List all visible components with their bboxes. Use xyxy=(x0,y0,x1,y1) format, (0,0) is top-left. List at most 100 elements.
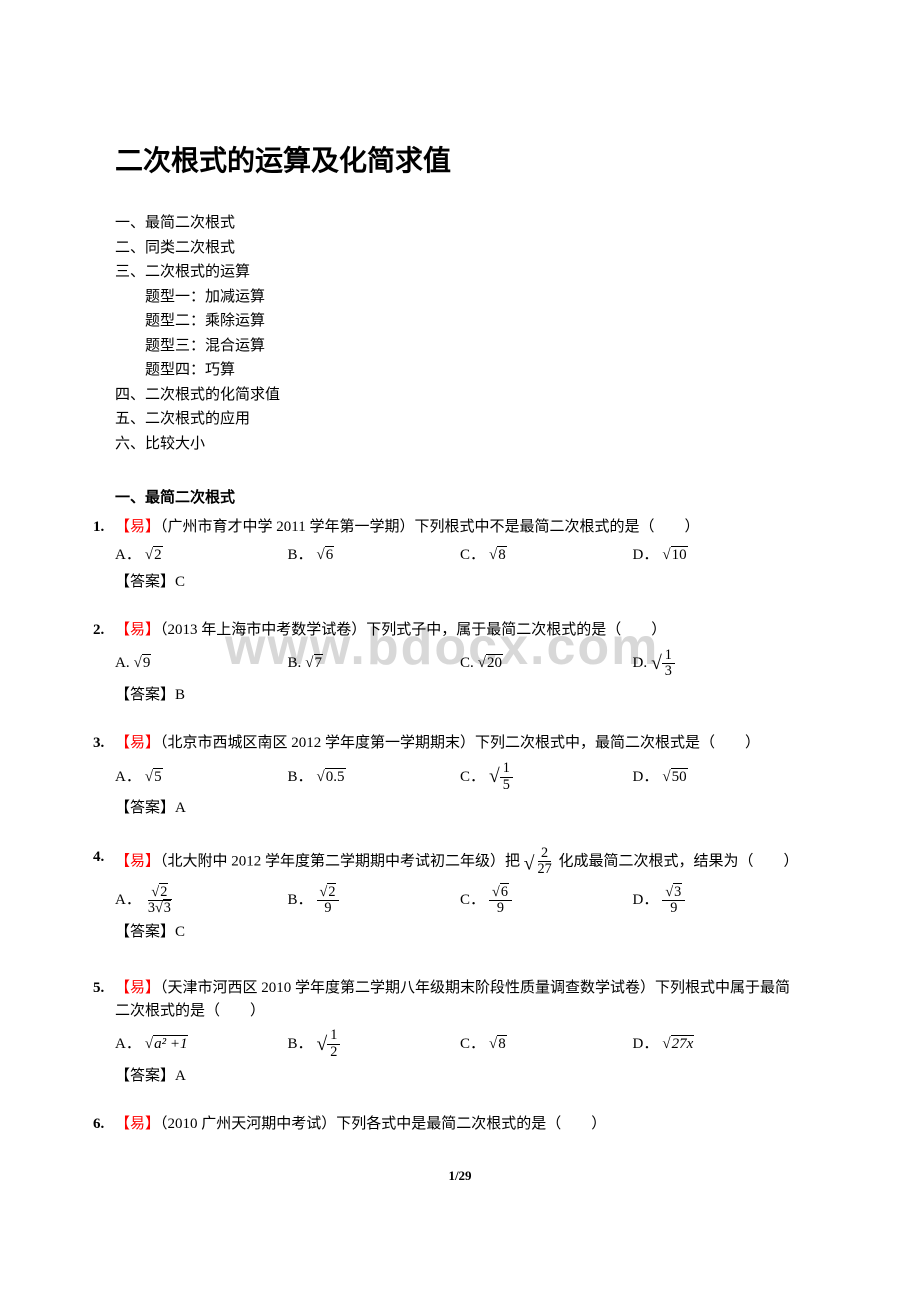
question-number: 1. xyxy=(93,516,104,539)
question-2: 2. 【易】（2013 年上海市中考数学试卷）下列式子中，属于最简二次根式的是（… xyxy=(115,619,805,706)
answer: 【答案】A xyxy=(115,797,805,820)
option-a: A．√2 xyxy=(115,544,288,567)
question-source-suffix: 化成最简二次根式，结果为（ ） xyxy=(558,853,798,869)
toc-sub-item: 题型三：混合运算 xyxy=(115,335,805,358)
question-1: 1. 【易】（广州市育才中学 2011 学年第一学期）下列根式中不是最简二次根式… xyxy=(115,516,805,594)
toc-item: 二、同类二次根式 xyxy=(115,237,805,260)
toc-item: 六、比较大小 xyxy=(115,433,805,456)
option-c: C．√8 xyxy=(460,544,633,567)
option-b: B．√6 xyxy=(288,544,461,567)
question-text: 【易】（广州市育才中学 2011 学年第一学期）下列根式中不是最简二次根式的是（… xyxy=(115,516,805,539)
options-row: A．√23√3 B．√29 C．√69 D．√39 xyxy=(115,885,805,917)
inline-math: √ xyxy=(524,853,535,874)
sqrt-expr: √50 xyxy=(662,766,687,789)
fraction: √23√3 xyxy=(145,885,175,917)
sqrt-expr: √5 xyxy=(145,766,163,789)
option-c: C.√20 xyxy=(460,648,633,680)
question-3: 3. 【易】（北京市西城区南区 2012 学年度第一学期期末）下列二次根式中，最… xyxy=(115,732,805,819)
option-b: B．√12 xyxy=(288,1028,461,1060)
question-5: 5. 【易】（天津市河西区 2010 学年度第二学期八年级期末阶段性质量调查数学… xyxy=(115,977,805,1087)
toc-sub-item: 题型四：巧算 xyxy=(115,359,805,382)
difficulty-tag: 【易】 xyxy=(115,519,160,535)
option-d: D．√27x xyxy=(633,1028,806,1060)
toc-sub-item: 题型二：乘除运算 xyxy=(115,310,805,333)
options-row: A．√5 B．√0.5 C．√15 D．√50 xyxy=(115,761,805,793)
question-source: （北京市西城区南区 2012 学年度第一学期期末）下列二次根式中，最简二次根式是… xyxy=(160,735,760,751)
sqrt-expr: √ xyxy=(489,762,500,791)
option-c: C．√8 xyxy=(460,1028,633,1060)
fraction: √69 xyxy=(489,885,512,917)
sqrt-expr: √8 xyxy=(489,544,507,567)
sqrt-expr: √0.5 xyxy=(317,766,346,789)
question-number: 2. xyxy=(93,619,104,642)
sqrt-expr: √7 xyxy=(305,652,323,675)
question-4: 4. 【易】（北大附中 2012 学年度第二学期期中考试初二年级）把 √227 … xyxy=(115,846,805,944)
toc-item: 五、二次根式的应用 xyxy=(115,408,805,431)
option-b: B.√7 xyxy=(288,648,461,680)
option-d: D．√39 xyxy=(633,885,806,917)
answer: 【答案】A xyxy=(115,1065,805,1088)
page-title: 二次根式的运算及化简求值 xyxy=(115,140,805,182)
question-number: 3. xyxy=(93,732,104,755)
option-b: B．√0.5 xyxy=(288,761,461,793)
section-header: 一、最简二次根式 xyxy=(115,487,805,510)
sqrt-expr: √9 xyxy=(134,652,152,675)
difficulty-tag: 【易】 xyxy=(115,735,160,751)
sqrt-expr: √20 xyxy=(478,652,503,675)
answer: 【答案】B xyxy=(115,684,805,707)
sqrt-expr: √10 xyxy=(662,544,687,567)
fraction: 12 xyxy=(327,1028,340,1060)
toc-item: 一、最简二次根式 xyxy=(115,212,805,235)
difficulty-tag: 【易】 xyxy=(115,853,160,869)
toc-sub-item: 题型一：加减运算 xyxy=(115,286,805,309)
toc-item: 四、二次根式的化简求值 xyxy=(115,384,805,407)
sqrt-expr: √27x xyxy=(662,1033,694,1056)
question-source: （天津市河西区 2010 学年度第二学期八年级期末阶段性质量调查数学试卷）下列根… xyxy=(115,980,790,1019)
sqrt-expr: √ xyxy=(651,649,662,678)
question-source: （广州市育才中学 2011 学年第一学期）下列根式中不是最简二次根式的是（ ） xyxy=(160,519,699,535)
option-a: A．√5 xyxy=(115,761,288,793)
question-source-prefix: （北大附中 2012 学年度第二学期期中考试初二年级）把 xyxy=(160,853,520,869)
question-source: （2010 广州天河期中考试）下列各式中是最简二次根式的是（ ） xyxy=(160,1116,606,1132)
question-text: 【易】（北大附中 2012 学年度第二学期期中考试初二年级）把 √227 化成最… xyxy=(115,846,805,879)
question-number: 5. xyxy=(93,977,104,1000)
sqrt-expr: √a² +1 xyxy=(145,1033,189,1056)
options-row: A.√9 B.√7 C.√20 D.√13 xyxy=(115,648,805,680)
question-text: 【易】（2013 年上海市中考数学试卷）下列式子中，属于最简二次根式的是（ ） xyxy=(115,619,805,642)
fraction: √29 xyxy=(317,885,340,917)
toc-item: 三、二次根式的运算 xyxy=(115,261,805,284)
question-text: 【易】（天津市河西区 2010 学年度第二学期八年级期末阶段性质量调查数学试卷）… xyxy=(115,977,805,1022)
page-content: 二次根式的运算及化简求值 一、最简二次根式 二、同类二次根式 三、二次根式的运算… xyxy=(115,140,805,1185)
question-text: 【易】（2010 广州天河期中考试）下列各式中是最简二次根式的是（ ） xyxy=(115,1113,805,1136)
option-d: D．√10 xyxy=(633,544,806,567)
answer: 【答案】C xyxy=(115,571,805,594)
sqrt-expr: √8 xyxy=(489,1033,507,1056)
sqrt-expr: √6 xyxy=(317,544,335,567)
difficulty-tag: 【易】 xyxy=(115,1116,160,1132)
question-number: 6. xyxy=(93,1113,104,1136)
option-b: B．√29 xyxy=(288,885,461,917)
sqrt-expr: √2 xyxy=(145,544,163,567)
answer: 【答案】C xyxy=(115,921,805,944)
table-of-contents: 一、最简二次根式 二、同类二次根式 三、二次根式的运算 题型一：加减运算 题型二… xyxy=(115,212,805,455)
fraction: 15 xyxy=(500,761,513,793)
fraction: 13 xyxy=(662,648,675,680)
options-row: A．√2 B．√6 C．√8 D．√10 xyxy=(115,544,805,567)
option-c: C．√15 xyxy=(460,761,633,793)
option-a: A.√9 xyxy=(115,648,288,680)
option-d: D.√13 xyxy=(633,648,806,680)
difficulty-tag: 【易】 xyxy=(115,622,160,638)
option-a: A．√a² +1 xyxy=(115,1028,288,1060)
question-text: 【易】（北京市西城区南区 2012 学年度第一学期期末）下列二次根式中，最简二次… xyxy=(115,732,805,755)
option-c: C．√69 xyxy=(460,885,633,917)
difficulty-tag: 【易】 xyxy=(115,980,160,996)
sqrt-expr: √ xyxy=(317,1030,328,1059)
fraction: √39 xyxy=(662,885,685,917)
question-source: （2013 年上海市中考数学试卷）下列式子中，属于最简二次根式的是（ ） xyxy=(160,622,666,638)
page-number: 1/29 xyxy=(115,1166,805,1186)
question-6: 6. 【易】（2010 广州天河期中考试）下列各式中是最简二次根式的是（ ） xyxy=(115,1113,805,1136)
options-row: A．√a² +1 B．√12 C．√8 D．√27x xyxy=(115,1028,805,1060)
fraction: 227 xyxy=(534,846,554,878)
question-number: 4. xyxy=(93,846,104,869)
option-a: A．√23√3 xyxy=(115,885,288,917)
